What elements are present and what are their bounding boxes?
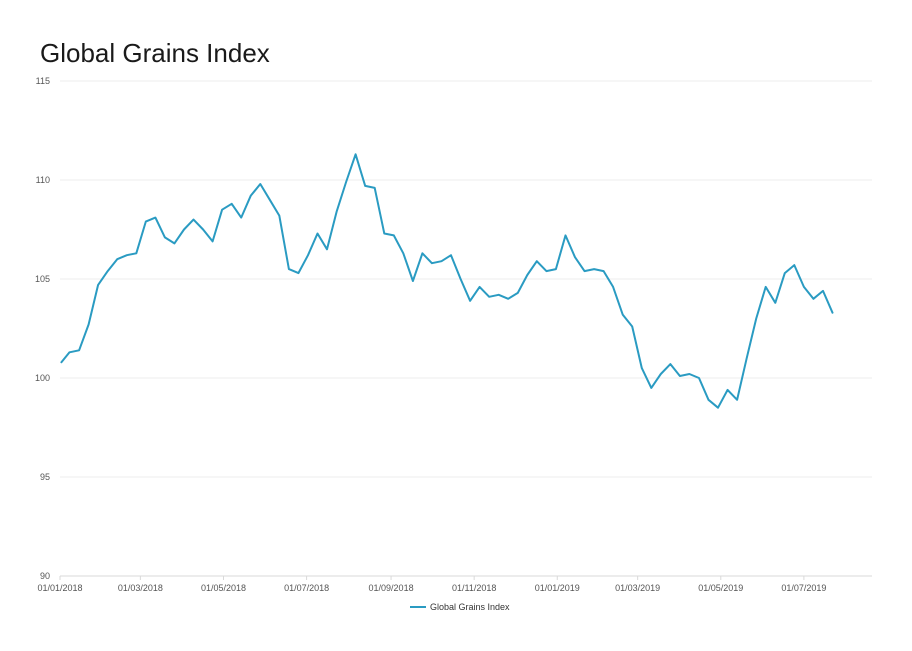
x-tick-label: 01/03/2019: [615, 583, 660, 593]
y-tick-label: 110: [36, 175, 50, 185]
gridlines: [60, 80, 872, 577]
x-axis: 01/01/2018 01/03/2018 01/05/2018 01/07/2018…: [37, 576, 826, 593]
y-tick-label: 90: [40, 571, 50, 581]
series-layer: [60, 153, 834, 409]
x-tick-label: 01/03/2018: [118, 583, 163, 593]
legend: Global Grains Index: [410, 602, 510, 612]
x-tick-label: 01/05/2018: [201, 583, 246, 593]
x-tick-label: 01/01/2019: [535, 583, 580, 593]
x-tick-label: 01/01/2018: [37, 583, 82, 593]
y-tick-label: 115: [36, 76, 50, 86]
x-tick-label: 01/05/2019: [698, 583, 743, 593]
x-tick-label: 01/11/2018: [452, 583, 496, 593]
x-tick-label: 01/07/2019: [781, 583, 826, 593]
y-tick-label: 95: [40, 472, 50, 482]
x-tick-label: 01/07/2018: [284, 583, 329, 593]
x-tick-label: 01/09/2018: [369, 583, 414, 593]
y-axis: 90 95 100 105 110 115: [35, 76, 50, 581]
chart-title: Global Grains Index: [40, 38, 270, 68]
y-tick-label: 100: [35, 373, 50, 383]
y-tick-label: 105: [35, 274, 50, 284]
series-line: [60, 153, 834, 409]
legend-label: Global Grains Index: [430, 602, 510, 612]
